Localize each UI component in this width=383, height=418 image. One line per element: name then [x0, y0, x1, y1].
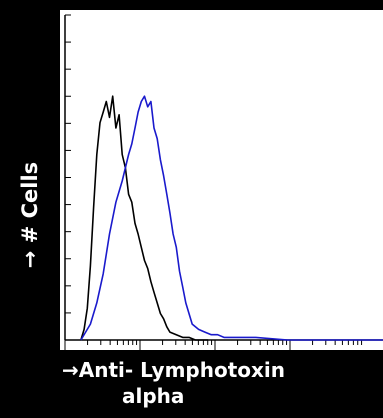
histogram-series-2-line [80, 95, 383, 341]
x-axis-label-line-1: →Anti- Lymphotoxin [62, 358, 286, 382]
plot-area [60, 10, 383, 350]
y-axis-text: # Cells [18, 161, 42, 244]
y-axis-label: → # Cells [14, 95, 46, 335]
histogram-chart [64, 14, 383, 350]
histogram-series-1-line [80, 95, 209, 341]
y-axis-arrow: → [18, 250, 42, 269]
x-axis-label-line-2: alpha [122, 384, 185, 408]
x-axis-label: →Anti- Lymphotoxin alpha [62, 357, 383, 415]
